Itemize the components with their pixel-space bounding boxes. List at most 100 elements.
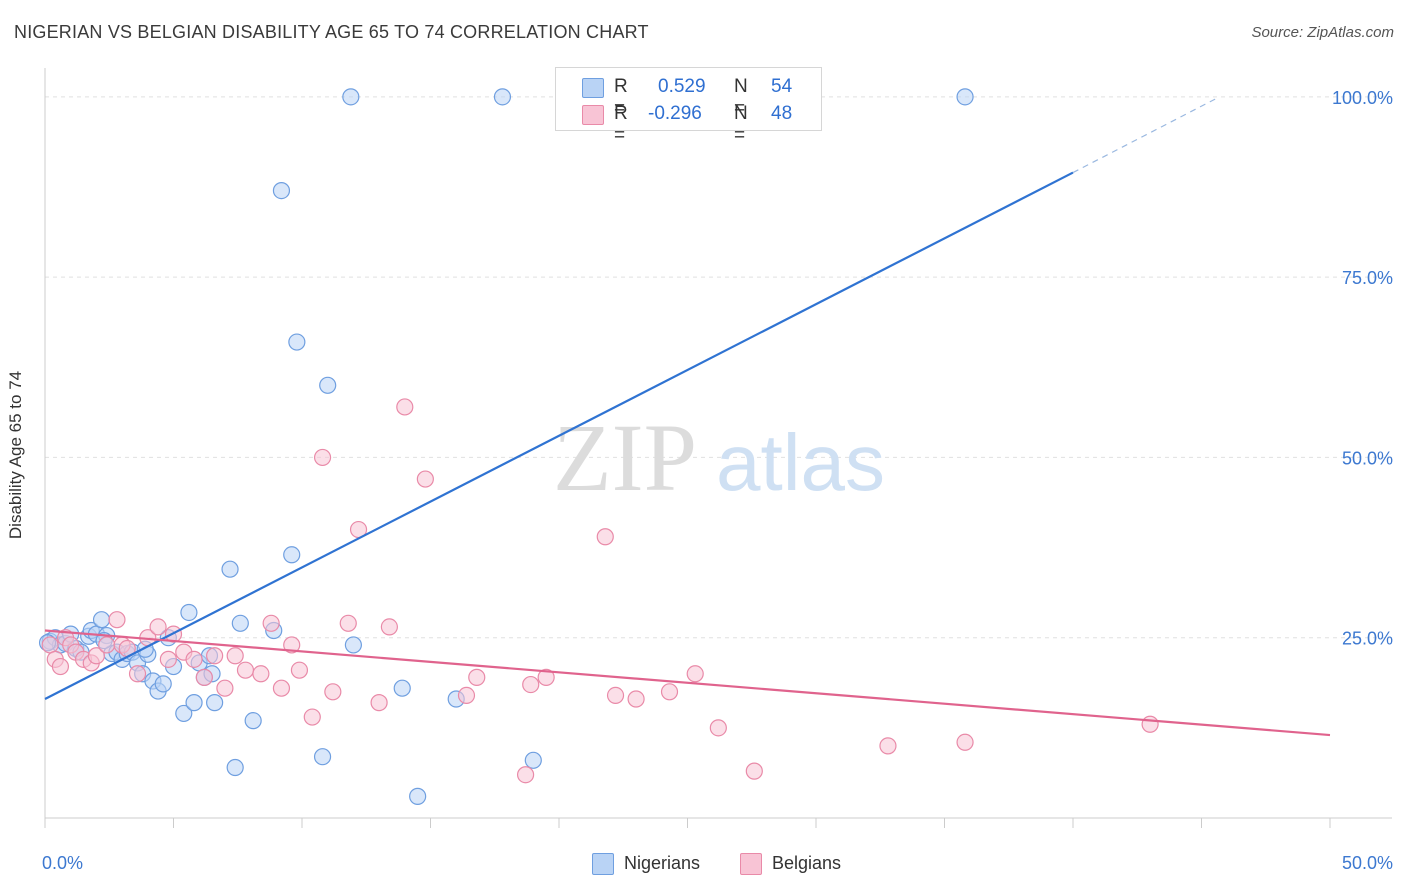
trend-lines [44, 96, 1331, 737]
belgians-point [272, 679, 291, 697]
n-label: N = [734, 103, 748, 146]
belgians-point [956, 733, 974, 751]
n-label: N = [734, 76, 748, 119]
y-tick-label: 75.0% [1342, 268, 1393, 288]
nigerians-trend-extension [1072, 96, 1220, 174]
belgians-point [324, 683, 342, 701]
belgians-point [660, 683, 679, 701]
belgians-point [627, 690, 645, 708]
belgians-point [226, 647, 244, 665]
belgians-point [206, 647, 224, 665]
belgians-legend-label: Belgians [772, 853, 842, 873]
belgians-point [195, 668, 213, 686]
r-label: R = [614, 103, 628, 146]
nigerians-swatch [582, 78, 604, 98]
belgians-point [537, 668, 555, 686]
nigerians-point [221, 560, 239, 578]
r-label: R = [614, 76, 628, 119]
n-value: 48 [771, 103, 793, 124]
belgians-point [290, 661, 309, 679]
nigerians-point [319, 376, 337, 394]
nigerians-point [180, 603, 198, 622]
r-value: -0.296 [648, 103, 702, 124]
nigerians-point [409, 787, 427, 805]
axes [44, 68, 1392, 828]
belgians-point [522, 675, 540, 694]
nigerians-legend-label: Nigerians [624, 853, 701, 873]
belgians-point [516, 766, 535, 784]
source-label: Source: ZipAtlas.com [1251, 24, 1394, 41]
belgians-point [236, 661, 255, 679]
belgians-point [51, 657, 70, 676]
belgians-point [380, 618, 398, 636]
nigerians-point [493, 88, 512, 106]
belgians-point [1141, 715, 1159, 733]
nigerians-point [393, 679, 411, 697]
belgians-points [41, 398, 1159, 784]
belgians-point [396, 398, 414, 416]
nigerians-point [231, 614, 249, 632]
belgians-point [370, 694, 388, 712]
belgians-point [745, 762, 763, 780]
nigerians-legend-swatch [592, 853, 614, 875]
belgians-point [606, 686, 625, 705]
correlation-legend: R = 0.529 N = 54 R = -0.296 N = 48 [555, 67, 822, 146]
belgians-point [98, 636, 116, 654]
belgians-point [87, 647, 106, 665]
watermark-atlas: atlas [716, 418, 885, 507]
x-tick-label-max: 50.0% [1342, 853, 1393, 873]
belgians-point [216, 679, 234, 697]
belgians-point [416, 470, 434, 488]
belgians-point [313, 448, 332, 467]
belgians-point [339, 614, 357, 632]
nigerians-point [244, 712, 262, 730]
r-value: 0.529 [658, 76, 706, 97]
belgians-point [686, 665, 704, 683]
y-tick-label: 50.0% [1342, 448, 1393, 468]
tick-labels: 25.0% 50.0% 75.0% 100.0% 0.0% 50.0% [42, 88, 1393, 873]
belgians-point [879, 737, 897, 755]
watermark-zip: ZIP [553, 404, 697, 511]
nigerians-point [313, 748, 332, 766]
belgians-point [185, 650, 203, 668]
nigerians-point [272, 181, 291, 200]
nigerians-point [154, 675, 172, 693]
nigerians-point [344, 636, 362, 654]
belgians-point [149, 618, 167, 636]
belgians-legend-swatch [740, 853, 762, 875]
n-value: 54 [771, 76, 793, 97]
belgians-point [41, 636, 59, 654]
belgians-point [252, 665, 270, 683]
belgians-trend-line [44, 629, 1331, 737]
belgians-point [596, 528, 614, 546]
nigerians-point [185, 694, 203, 712]
nigerians-trend-line [44, 171, 1074, 700]
y-axis-label: Disability Age 65 to 74 [6, 370, 25, 540]
belgians-point [709, 719, 727, 737]
belgians-point [108, 611, 126, 629]
nigerians-point [206, 694, 224, 712]
belgians-point [468, 668, 486, 686]
belgians-point [128, 665, 147, 683]
y-tick-label: 25.0% [1342, 629, 1393, 649]
belgians-point [283, 636, 301, 654]
nigerians-point [956, 88, 974, 106]
x-tick-label-min: 0.0% [42, 853, 83, 873]
belgians-point [159, 650, 177, 668]
belgians-point [457, 686, 476, 705]
nigerians-point [92, 611, 111, 629]
nigerians-point [342, 88, 360, 106]
nigerians-point [524, 751, 542, 769]
y-tick-label: 100.0% [1332, 88, 1393, 108]
belgians-point [303, 708, 321, 726]
belgians-point [262, 614, 280, 632]
nigerians-point [226, 758, 244, 777]
belgians-swatch [582, 105, 604, 125]
grid-lines [45, 96, 1392, 639]
chart-title: NIGERIAN VS BELGIAN DISABILITY AGE 65 TO… [14, 22, 649, 42]
nigerians-point [175, 704, 193, 723]
nigerians-point [283, 546, 301, 564]
nigerians-point [288, 333, 306, 351]
watermark: ZIP atlas [553, 404, 885, 511]
